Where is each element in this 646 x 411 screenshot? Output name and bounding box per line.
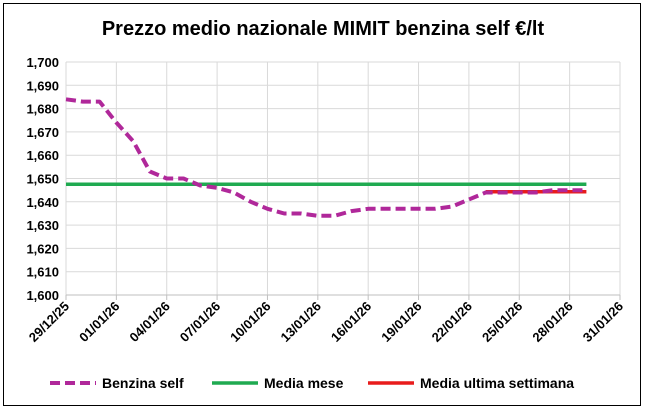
legend-label-1: Benzina self	[102, 375, 184, 391]
y-tick-label: 1,660	[26, 148, 59, 163]
y-tick-label: 1,680	[26, 102, 59, 117]
y-tick-label: 1,700	[26, 55, 59, 70]
chart-frame: Prezzo medio nazionale MIMIT benzina sel…	[3, 3, 641, 406]
y-tick-label: 1,630	[26, 218, 59, 233]
line-chart: Prezzo medio nazionale MIMIT benzina sel…	[26, 18, 626, 391]
x-tick-label: 29/12/25	[26, 299, 72, 345]
chart-title: Prezzo medio nazionale MIMIT benzina sel…	[102, 18, 545, 40]
x-tick-label: 16/01/26	[328, 299, 374, 345]
x-tick-label: 25/01/26	[479, 299, 525, 345]
y-tick-label: 1,640	[26, 195, 59, 210]
y-tick-label: 1,620	[26, 241, 59, 256]
x-tick-label: 10/01/26	[227, 299, 273, 345]
y-tick-label: 1,690	[26, 78, 59, 93]
gridlines	[65, 61, 621, 296]
x-tick-label: 07/01/26	[177, 299, 223, 345]
axes	[65, 294, 621, 300]
legend: Benzina self Media mese Media ultima setti…	[50, 375, 574, 391]
x-tick-label: 04/01/26	[126, 299, 172, 345]
x-tick-label: 13/01/26	[278, 299, 324, 345]
x-tick-label: 19/01/26	[378, 299, 424, 345]
x-tick-label: 31/01/26	[580, 299, 626, 345]
legend-label-3: Media ultima settimana	[420, 375, 574, 391]
x-tick-label: 01/01/26	[76, 299, 122, 345]
x-tick-label: 28/01/26	[529, 299, 575, 345]
y-tick-label: 1,600	[26, 288, 59, 303]
series-lines	[65, 97, 587, 218]
series-line-1	[65, 97, 587, 218]
y-axis-ticks: 1,600 1,610 1,620 1,630 1,640 1,650 1,660 1,670…	[26, 55, 59, 303]
x-tick-label: 22/01/26	[429, 299, 475, 345]
y-tick-label: 1,670	[26, 125, 59, 140]
y-tick-label: 1,650	[26, 172, 59, 187]
legend-label-2: Media mese	[264, 375, 344, 391]
x-axis-ticks: 29/12/25 01/01/26 04/01/26 07/01/26 10/01/26…	[26, 299, 626, 345]
y-tick-label: 1,610	[26, 265, 59, 280]
